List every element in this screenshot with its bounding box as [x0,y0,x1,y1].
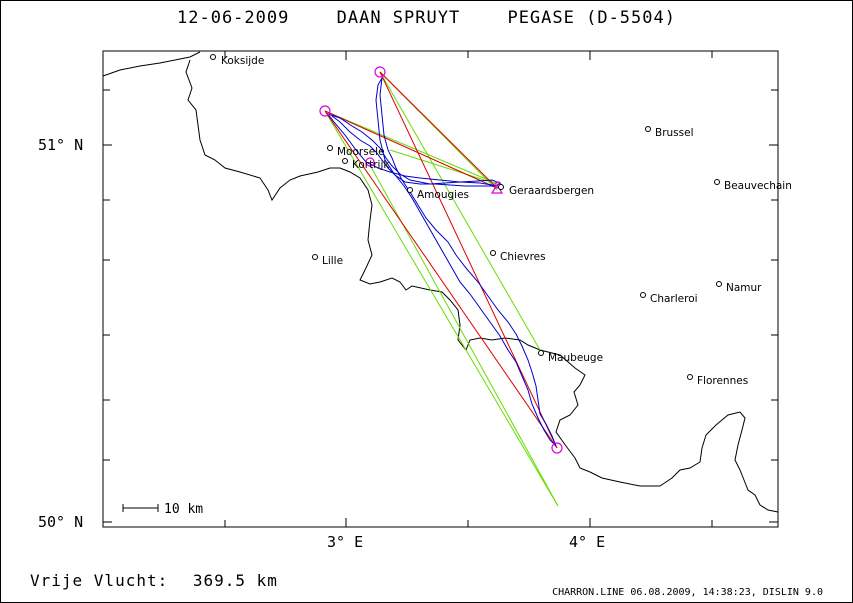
place-label: Lille [322,255,343,267]
country-border [185,59,779,513]
x-axis-label-3: 3° E [327,533,364,551]
place-label: Geraardsbergen [509,185,594,197]
place-label: Maubeuge [548,352,603,364]
distance-summary: Vrije Vlucht: 369.5 km [30,571,292,590]
sector-lines [324,71,559,507]
distance-value: 369.5 km [192,571,278,590]
place-label: Charleroi [650,293,698,305]
x-axis-label-4: 4° E [569,533,606,551]
page-title: 12-06-2009 DAAN SPRUYT PEGASE (D-5504) [0,8,853,28]
place-label: Florennes [697,375,748,387]
place-label: Namur [726,282,762,294]
coastline [102,51,201,77]
place-label: Kortrijk [352,159,390,171]
scale-bar-label: 10 km [164,502,203,517]
turnpoint-marker [551,442,563,454]
place-label: Koksijde [221,55,264,67]
turnpoints [319,66,563,454]
flight-date: 12-06-2009 [177,8,290,28]
y-axis-label-50: 50° N [38,513,84,531]
turnpoint-marker [365,157,375,167]
pilot-name: DAAN SPRUYT [336,8,461,28]
scale-bar: 10 km [122,502,203,517]
task-legs [324,71,558,449]
place-label: Chievres [500,251,546,263]
place-label: Amougies [417,189,469,201]
place-label: Moorsele [337,146,385,158]
distance-label: Vrije Vlucht: [30,571,169,590]
glider-name: PEGASE (D-5504) [507,8,676,28]
plot-area [102,50,779,528]
credit-line: CHARRON.LINE 06.08.2009, 14:38:23, DISLI… [552,587,823,598]
place-label: Brussel [655,127,694,139]
place-markers [210,54,722,380]
axis-ticks [103,51,778,527]
y-axis-label-51: 51° N [38,136,84,154]
flight-track [326,77,557,447]
turnpoint-marker [319,105,331,117]
turnpoint-marker [374,66,386,78]
place-label: Beauvechain [724,180,792,192]
